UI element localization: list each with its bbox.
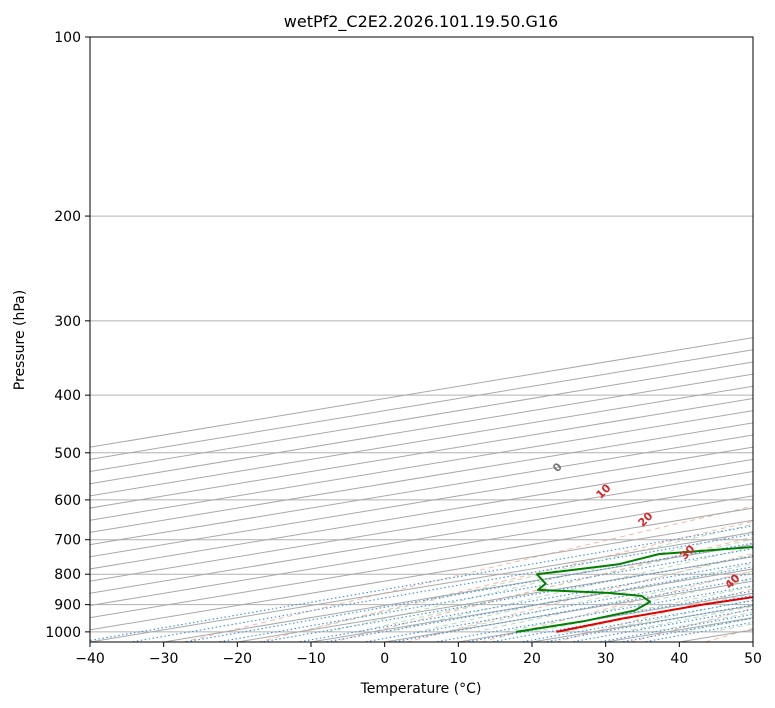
dry-adiabat-line: [330, 536, 753, 642]
y-tick-label: 300: [54, 314, 81, 330]
dry-adiabats: [181, 505, 753, 642]
mixing-ratio-line: [295, 561, 753, 642]
isotherm-line: [90, 519, 753, 631]
isotherm-line: [90, 471, 753, 582]
isotherm-line: [90, 507, 753, 619]
moist-adiabat-line: [416, 554, 753, 633]
y-tick-label: 400: [54, 388, 81, 404]
x-axis-title: Temperature (°C): [360, 681, 482, 697]
plot-area: −100−90−80−70−60−50−40−30−20−10 0.10.20.…: [90, 37, 753, 642]
x-tick-label: −40: [75, 651, 105, 667]
skewed-isotherms: [90, 337, 753, 642]
x-tick-label: 40: [670, 651, 688, 667]
dry-adiabat-line: [479, 570, 753, 642]
x-tick-label: 50: [744, 651, 762, 667]
sounding-profiles: [515, 546, 753, 633]
mixing-ratio-line: [322, 566, 753, 642]
y-tick-label: 900: [54, 598, 81, 614]
y-tick-label: 500: [54, 446, 81, 462]
plot-frame: [89, 36, 754, 643]
isotherm-line: [234, 556, 753, 642]
y-tick-label: 200: [54, 209, 81, 225]
dry-adiabat-line: [554, 588, 753, 642]
y-tick-label: 100: [54, 30, 81, 46]
isotherm-line: [90, 495, 753, 606]
mixing-ratio-line: [595, 613, 753, 642]
mixing-ratio-line: [215, 548, 753, 642]
x-tick-label: −20: [223, 651, 253, 667]
moist-adiabat-line: [298, 523, 753, 633]
isotherm-line: [90, 458, 753, 570]
moist-adiabat-line: [327, 530, 753, 633]
x-tick-label: 10: [449, 651, 467, 667]
isotherm-line: [90, 483, 753, 594]
mixing-ratio-line: [618, 617, 753, 642]
x-tick-label: 0: [380, 651, 389, 667]
isotherm-line: [90, 337, 753, 448]
y-axis-ticks: 100 200 300 400 500 600 700 800 900 1000: [45, 30, 90, 641]
y-tick-label: 600: [54, 493, 81, 509]
x-tick-label: 30: [597, 651, 615, 667]
mixing-ratio-line: [90, 525, 753, 642]
moist-adiabat-line: [475, 570, 753, 633]
y-tick-label: 700: [54, 533, 81, 549]
dewpoint-profile-line: [515, 546, 753, 633]
x-tick-label: 20: [523, 651, 541, 667]
dry-adiabat-line: [256, 520, 753, 642]
isotherm-line: [90, 531, 753, 642]
y-tick-label: 800: [54, 567, 81, 583]
y-axis-title: Pressure (hPa): [12, 290, 28, 390]
pressure-gridlines: [90, 37, 753, 633]
mixing-ratio-line: [258, 555, 753, 642]
x-tick-label: −10: [296, 651, 326, 667]
x-tick-label: −30: [149, 651, 179, 667]
isotherm-line: [160, 544, 753, 642]
x-axis-ticks: −40 −30 −20 −10 0 10 20 30 40 50: [75, 642, 762, 667]
mixing-ratio-lines: [90, 525, 753, 642]
y-tick-label: 1000: [45, 625, 81, 641]
mixing-ratio-line: [181, 542, 753, 642]
chart-title: wetPf2_C2E2.2026.101.19.50.G16: [284, 12, 558, 32]
